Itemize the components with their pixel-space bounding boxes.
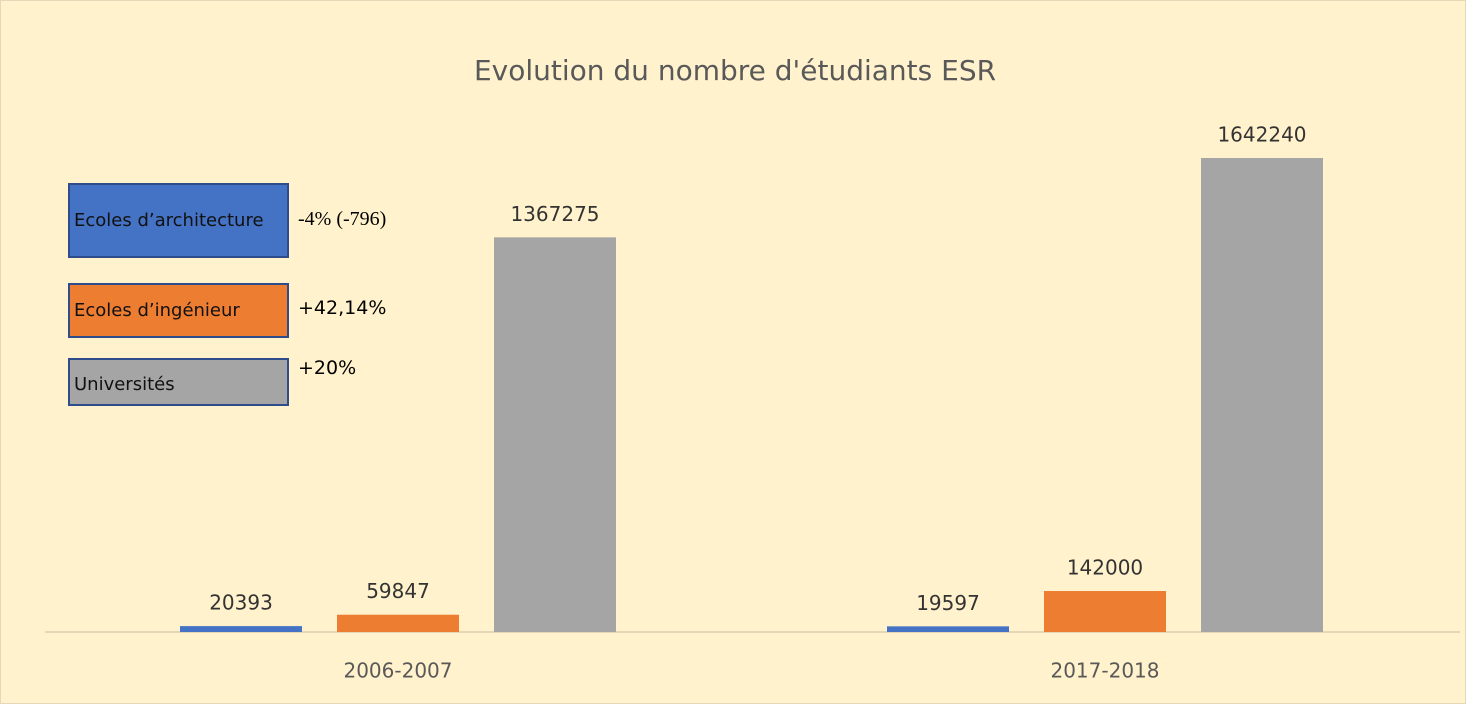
bar (1201, 158, 1323, 632)
x-tick-label: 2006-2007 (343, 659, 452, 683)
data-label: 1367275 (510, 202, 599, 226)
annotation: +42,14% (298, 297, 387, 319)
data-label: 59847 (366, 579, 430, 603)
data-label: 142000 (1067, 556, 1143, 580)
bar (337, 614, 459, 632)
x-tick-label: 2017-2018 (1050, 659, 1159, 683)
chart-title: Evolution du nombre d'étudiants ESR (474, 54, 996, 87)
data-label: 20393 (209, 591, 273, 615)
bar (1044, 591, 1166, 632)
annotation: +20% (298, 357, 357, 379)
legend-item: Ecoles d’architecture (68, 183, 289, 258)
legend-item: Universités (68, 358, 289, 406)
annotation: -4% (-796) (298, 208, 387, 230)
bar (887, 626, 1009, 632)
data-label: 1642240 (1217, 123, 1306, 147)
data-label: 19597 (916, 591, 980, 615)
bar (180, 626, 302, 632)
bar (494, 237, 616, 632)
legend-item: Ecoles d’ingénieur (68, 283, 289, 338)
